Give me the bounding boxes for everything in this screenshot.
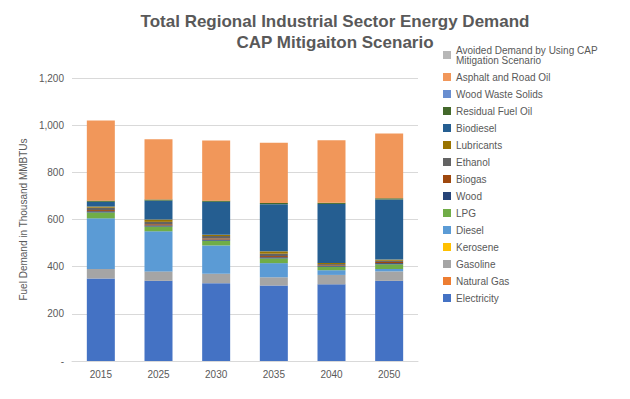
svg-text:-: -: [61, 356, 64, 367]
svg-text:400: 400: [47, 261, 64, 272]
svg-text:Natural Gas: Natural Gas: [456, 276, 509, 287]
svg-text:2015: 2015: [90, 369, 113, 380]
svg-text:Gasoline: Gasoline: [456, 259, 496, 270]
svg-text:1,200: 1,200: [39, 73, 64, 84]
svg-text:LPG: LPG: [456, 208, 476, 219]
svg-text:1,000: 1,000: [39, 120, 64, 131]
svg-text:Mitigation Scenario: Mitigation Scenario: [456, 55, 541, 66]
svg-text:Electricity: Electricity: [456, 293, 499, 304]
svg-text:Ethanol: Ethanol: [456, 157, 490, 168]
svg-text:Diesel: Diesel: [456, 225, 484, 236]
svg-text:2040: 2040: [320, 369, 343, 380]
svg-text:CAP Mitigaiton Scenario: CAP Mitigaiton Scenario: [236, 33, 433, 52]
svg-text:Kerosene: Kerosene: [456, 242, 499, 253]
svg-text:Residual Fuel Oil: Residual Fuel Oil: [456, 106, 532, 117]
svg-text:Wood: Wood: [456, 191, 482, 202]
svg-text:Wood Waste Solids: Wood Waste Solids: [456, 89, 543, 100]
svg-text:600: 600: [47, 214, 64, 225]
svg-text:2025: 2025: [147, 369, 170, 380]
svg-text:Biodiesel: Biodiesel: [456, 123, 497, 134]
svg-text:2035: 2035: [263, 369, 286, 380]
svg-text:800: 800: [47, 167, 64, 178]
svg-text:Lubricants: Lubricants: [456, 140, 502, 151]
svg-text:Biogas: Biogas: [456, 174, 487, 185]
svg-text:2050: 2050: [378, 369, 401, 380]
svg-text:200: 200: [47, 308, 64, 319]
svg-text:Asphalt and Road Oil: Asphalt and Road Oil: [456, 72, 551, 83]
svg-text:Total Regional Industrial Sect: Total Regional Industrial Sector Energy …: [141, 12, 530, 31]
svg-text:2030: 2030: [205, 369, 228, 380]
svg-text:Avoided Demand by Using CAP: Avoided Demand by Using CAP: [456, 44, 601, 56]
svg-text:Fuel Demand in Thousand MMBTUs: Fuel Demand in Thousand MMBTUs: [18, 138, 29, 300]
